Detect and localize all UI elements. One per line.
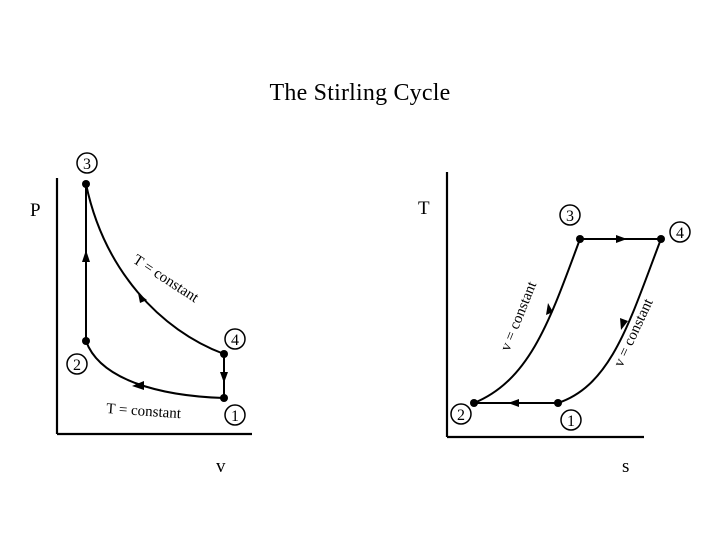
pv-state-point-3: [82, 180, 90, 188]
ts-arrow-heat-addition: [616, 235, 627, 243]
ts-state-point-2: [470, 399, 478, 407]
pv-state-marker-1: [224, 404, 246, 426]
ts-left-curve-label: v = constant: [498, 279, 541, 354]
ts-y-axis-label: T: [418, 198, 430, 219]
pv-state-marker-4: [224, 328, 246, 350]
pv-state-label-2: 2: [73, 357, 81, 374]
pv-state-point-2: [82, 337, 90, 345]
pv-state-point-4: [220, 350, 228, 358]
ts-state-label-2: 2: [457, 407, 465, 424]
pv-arrow-down: [220, 372, 228, 383]
pv-arrow-compression: [132, 381, 144, 390]
pv-state-label-1: 1: [231, 408, 239, 425]
pv-arrow-expansion: [138, 293, 147, 303]
pv-arrow-up: [82, 250, 90, 262]
ts-state-point-3: [576, 235, 584, 243]
ts-x-axis-label: s: [622, 456, 629, 477]
ts-state-point-4: [657, 235, 665, 243]
ts-state-label-1: 1: [567, 413, 575, 430]
ts-state-label-4: 4: [676, 225, 684, 242]
pv-state-marker-2: [66, 353, 88, 375]
ts-diagram: T s 3 4 1 2 v = constant v = constant: [418, 172, 691, 477]
pv-diagram: P v 3 4 1 2 T = constant T = constant: [30, 152, 252, 477]
pv-x-axis-label: v: [216, 456, 226, 477]
pv-state-point-1: [220, 394, 228, 402]
pv-state-marker-3: [76, 152, 98, 174]
ts-state-marker-3: [559, 204, 581, 226]
ts-state-label-3: 3: [566, 208, 574, 225]
ts-isochore-right: [557, 238, 662, 404]
ts-state-marker-2: [450, 403, 472, 425]
ts-isochore-left: [473, 238, 581, 404]
pv-state-label-3: 3: [83, 156, 91, 173]
ts-state-marker-4: [669, 221, 691, 243]
pv-y-axis-label: P: [30, 200, 41, 221]
pv-isotherm-high: [85, 183, 225, 355]
ts-arrow-heat-rejection: [508, 399, 519, 407]
page-title: The Stirling Cycle: [269, 80, 451, 106]
ts-right-curve-label: v = constant: [611, 296, 657, 370]
pv-lower-curve-label: T = constant: [106, 401, 183, 422]
ts-state-point-1: [554, 399, 562, 407]
ts-arrow-right-down: [620, 318, 628, 330]
ts-arrow-left-up: [546, 303, 553, 315]
pv-state-label-4: 4: [231, 332, 239, 349]
pv-isotherm-low: [85, 340, 225, 399]
ts-state-marker-1: [560, 409, 582, 431]
